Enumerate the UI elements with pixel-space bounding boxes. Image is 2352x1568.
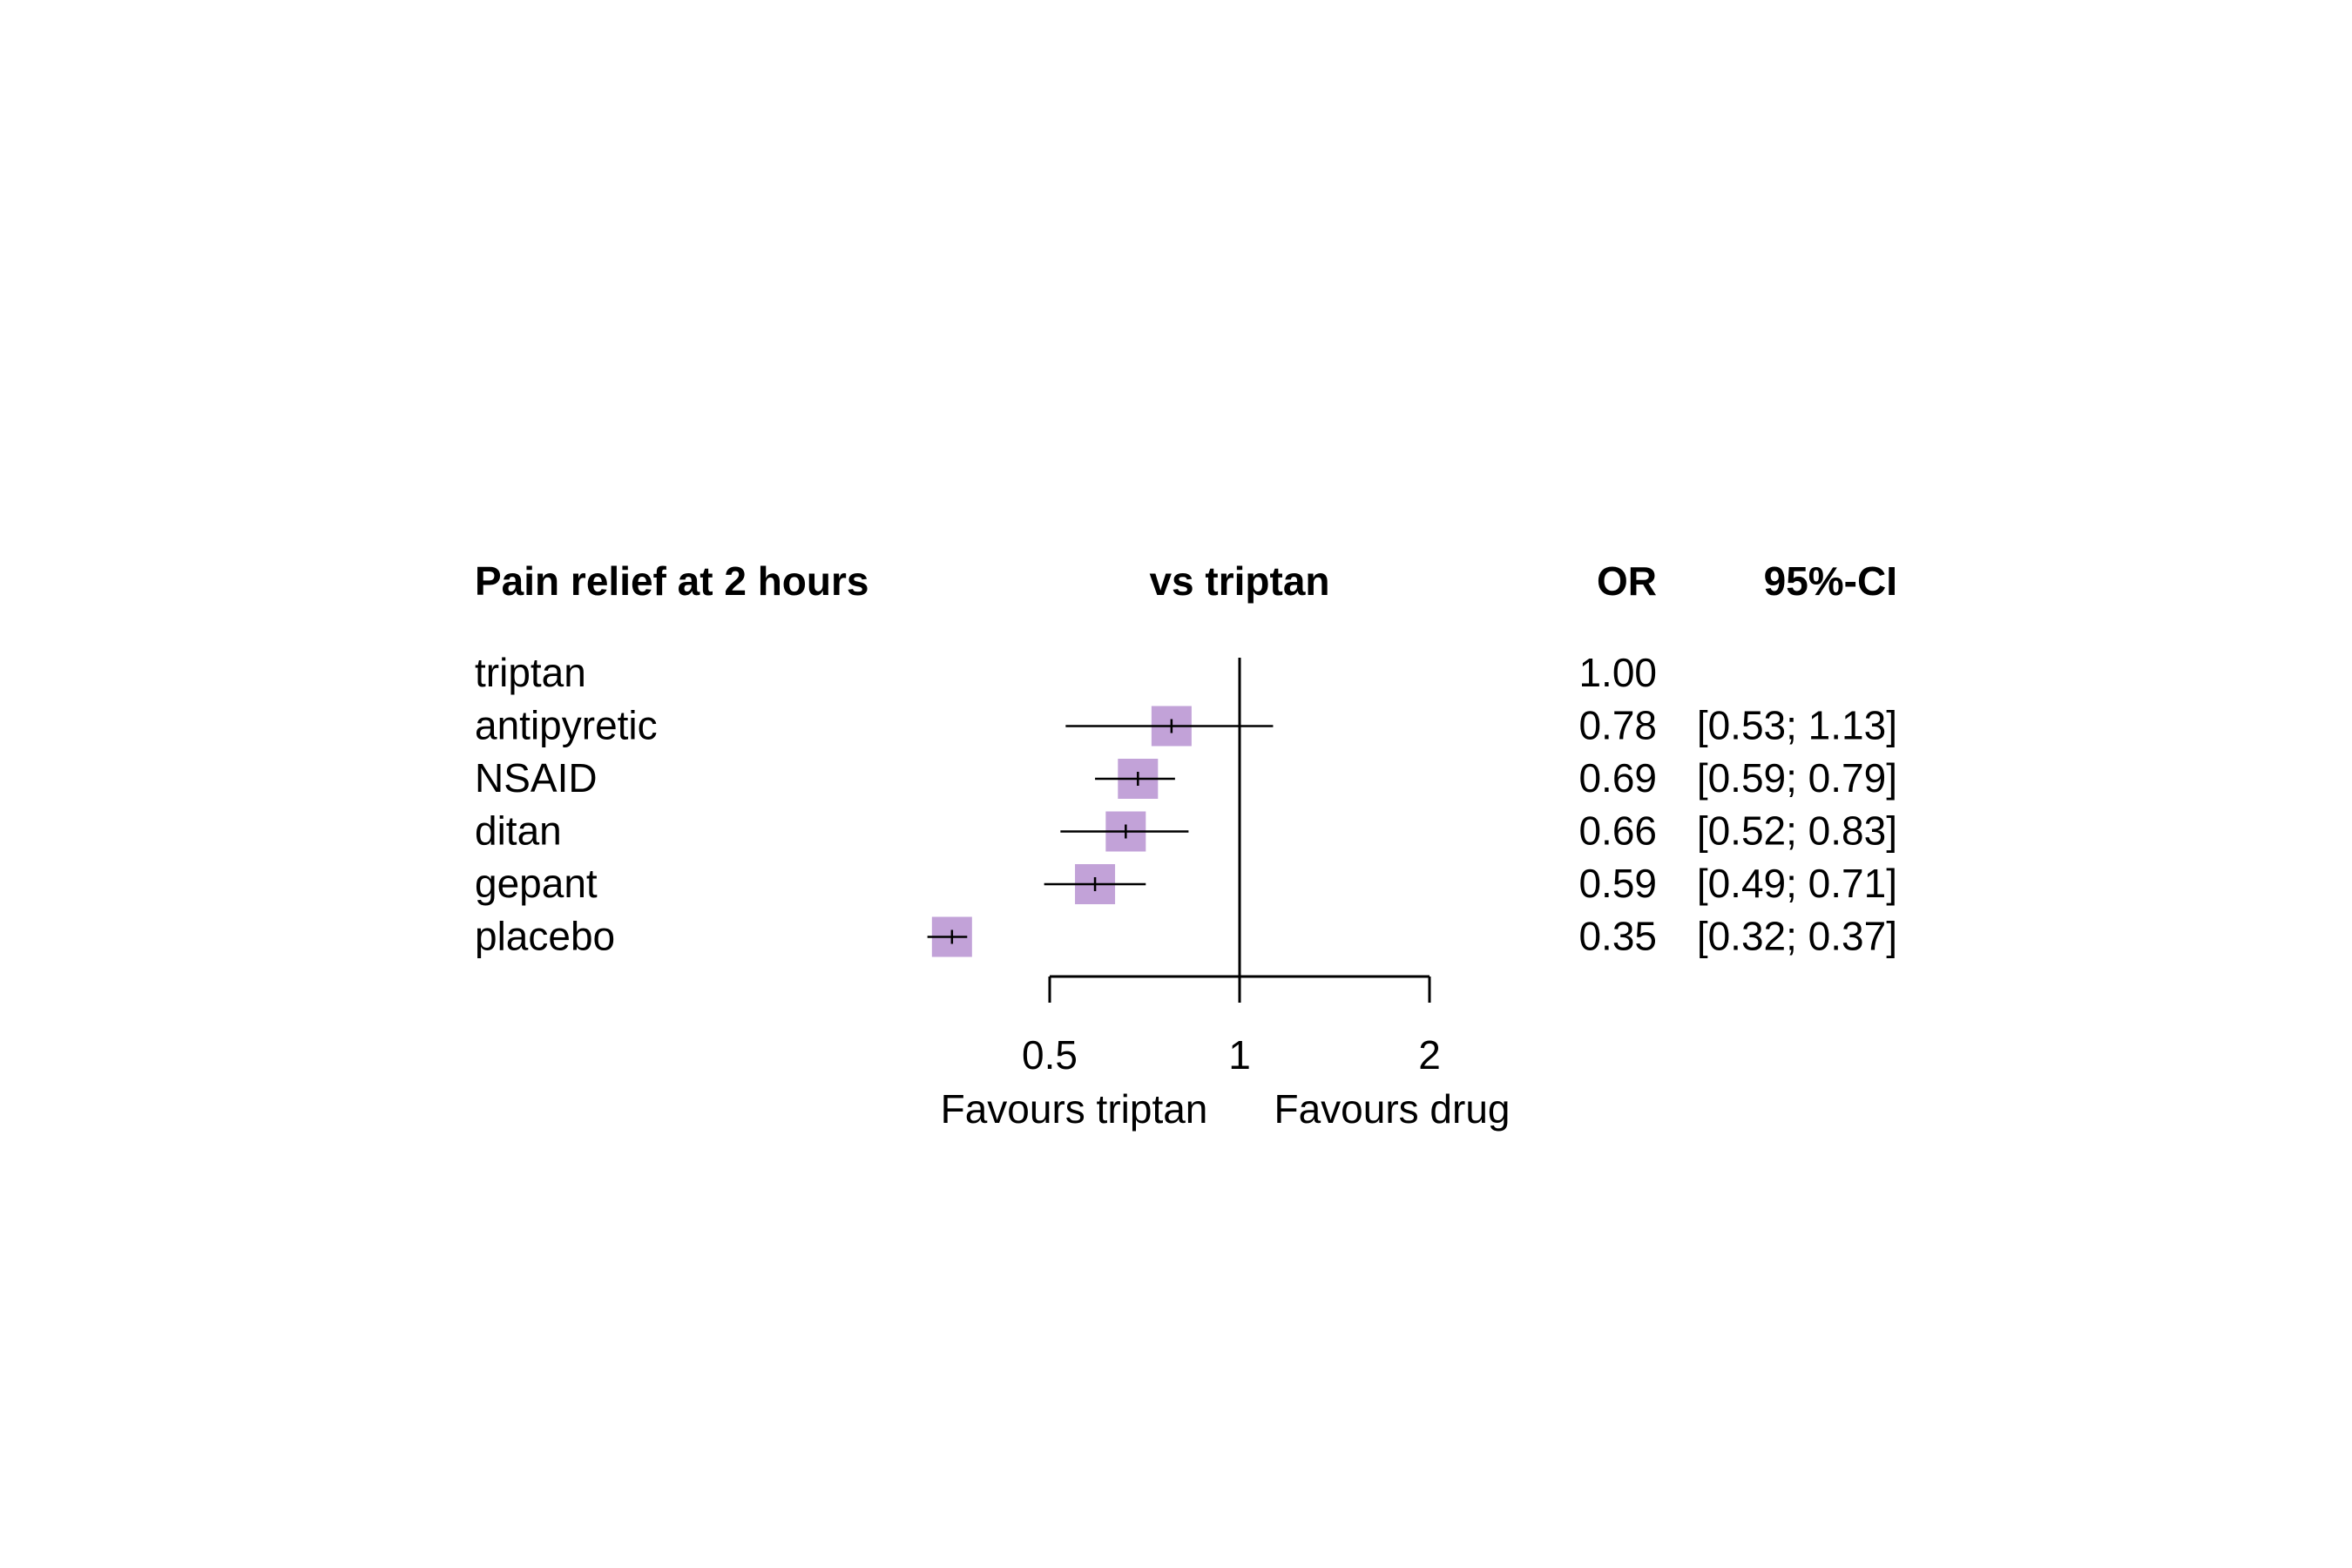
or-header: OR [1597,558,1657,604]
or-value: 0.66 [1578,808,1657,854]
treatment-label: ditan [475,808,562,854]
or-value: 1.00 [1578,650,1657,695]
x-tick-label: 0.5 [1022,1032,1078,1078]
forest-row: antipyretic 0.78 [0.53; 1.13] [475,703,1897,748]
treatment-label: triptan [475,650,586,695]
treatment-label: NSAID [475,755,598,801]
column-headers: Pain relief at 2 hours vs triptan OR 95%… [475,558,1897,604]
treatment-label: antipyretic [475,703,658,748]
ci-value: [0.59; 0.79] [1697,755,1897,801]
treatment-label: placebo [475,914,615,959]
ci-header: 95%-CI [1764,558,1897,604]
forest-row: gepant 0.59 [0.49; 0.71] [475,861,1897,906]
x-tick-label: 1 [1228,1032,1251,1078]
chart-title: Pain relief at 2 hours [475,558,868,604]
favours-left-label: Favours triptan [941,1086,1208,1132]
x-axis: 0.5 1 2 [1022,975,1441,1078]
ci-value: [0.52; 0.83] [1697,808,1897,854]
ci-value: [0.53; 1.13] [1697,703,1897,748]
or-value: 0.78 [1578,703,1657,748]
favours-right-label: Favours drug [1274,1086,1510,1132]
ci-value: [0.49; 0.71] [1697,861,1897,906]
forest-row: triptan 1.00 [475,650,1657,695]
or-value: 0.35 [1578,914,1657,959]
forest-row: placebo 0.35 [0.32; 0.37] [475,914,1897,959]
treatment-label: gepant [475,861,598,906]
comparison-header: vs triptan [1149,558,1329,604]
x-tick-label: 2 [1418,1032,1441,1078]
or-value: 0.69 [1578,755,1657,801]
ci-value: [0.32; 0.37] [1697,914,1897,959]
or-value: 0.59 [1578,861,1657,906]
forest-rows: triptan 1.00 antipyretic 0.78 [0.53; 1.13] NS… [475,650,1897,959]
forest-row: NSAID 0.69 [0.59; 0.79] [475,755,1897,801]
forest-row: ditan 0.66 [0.52; 0.83] [475,808,1897,854]
